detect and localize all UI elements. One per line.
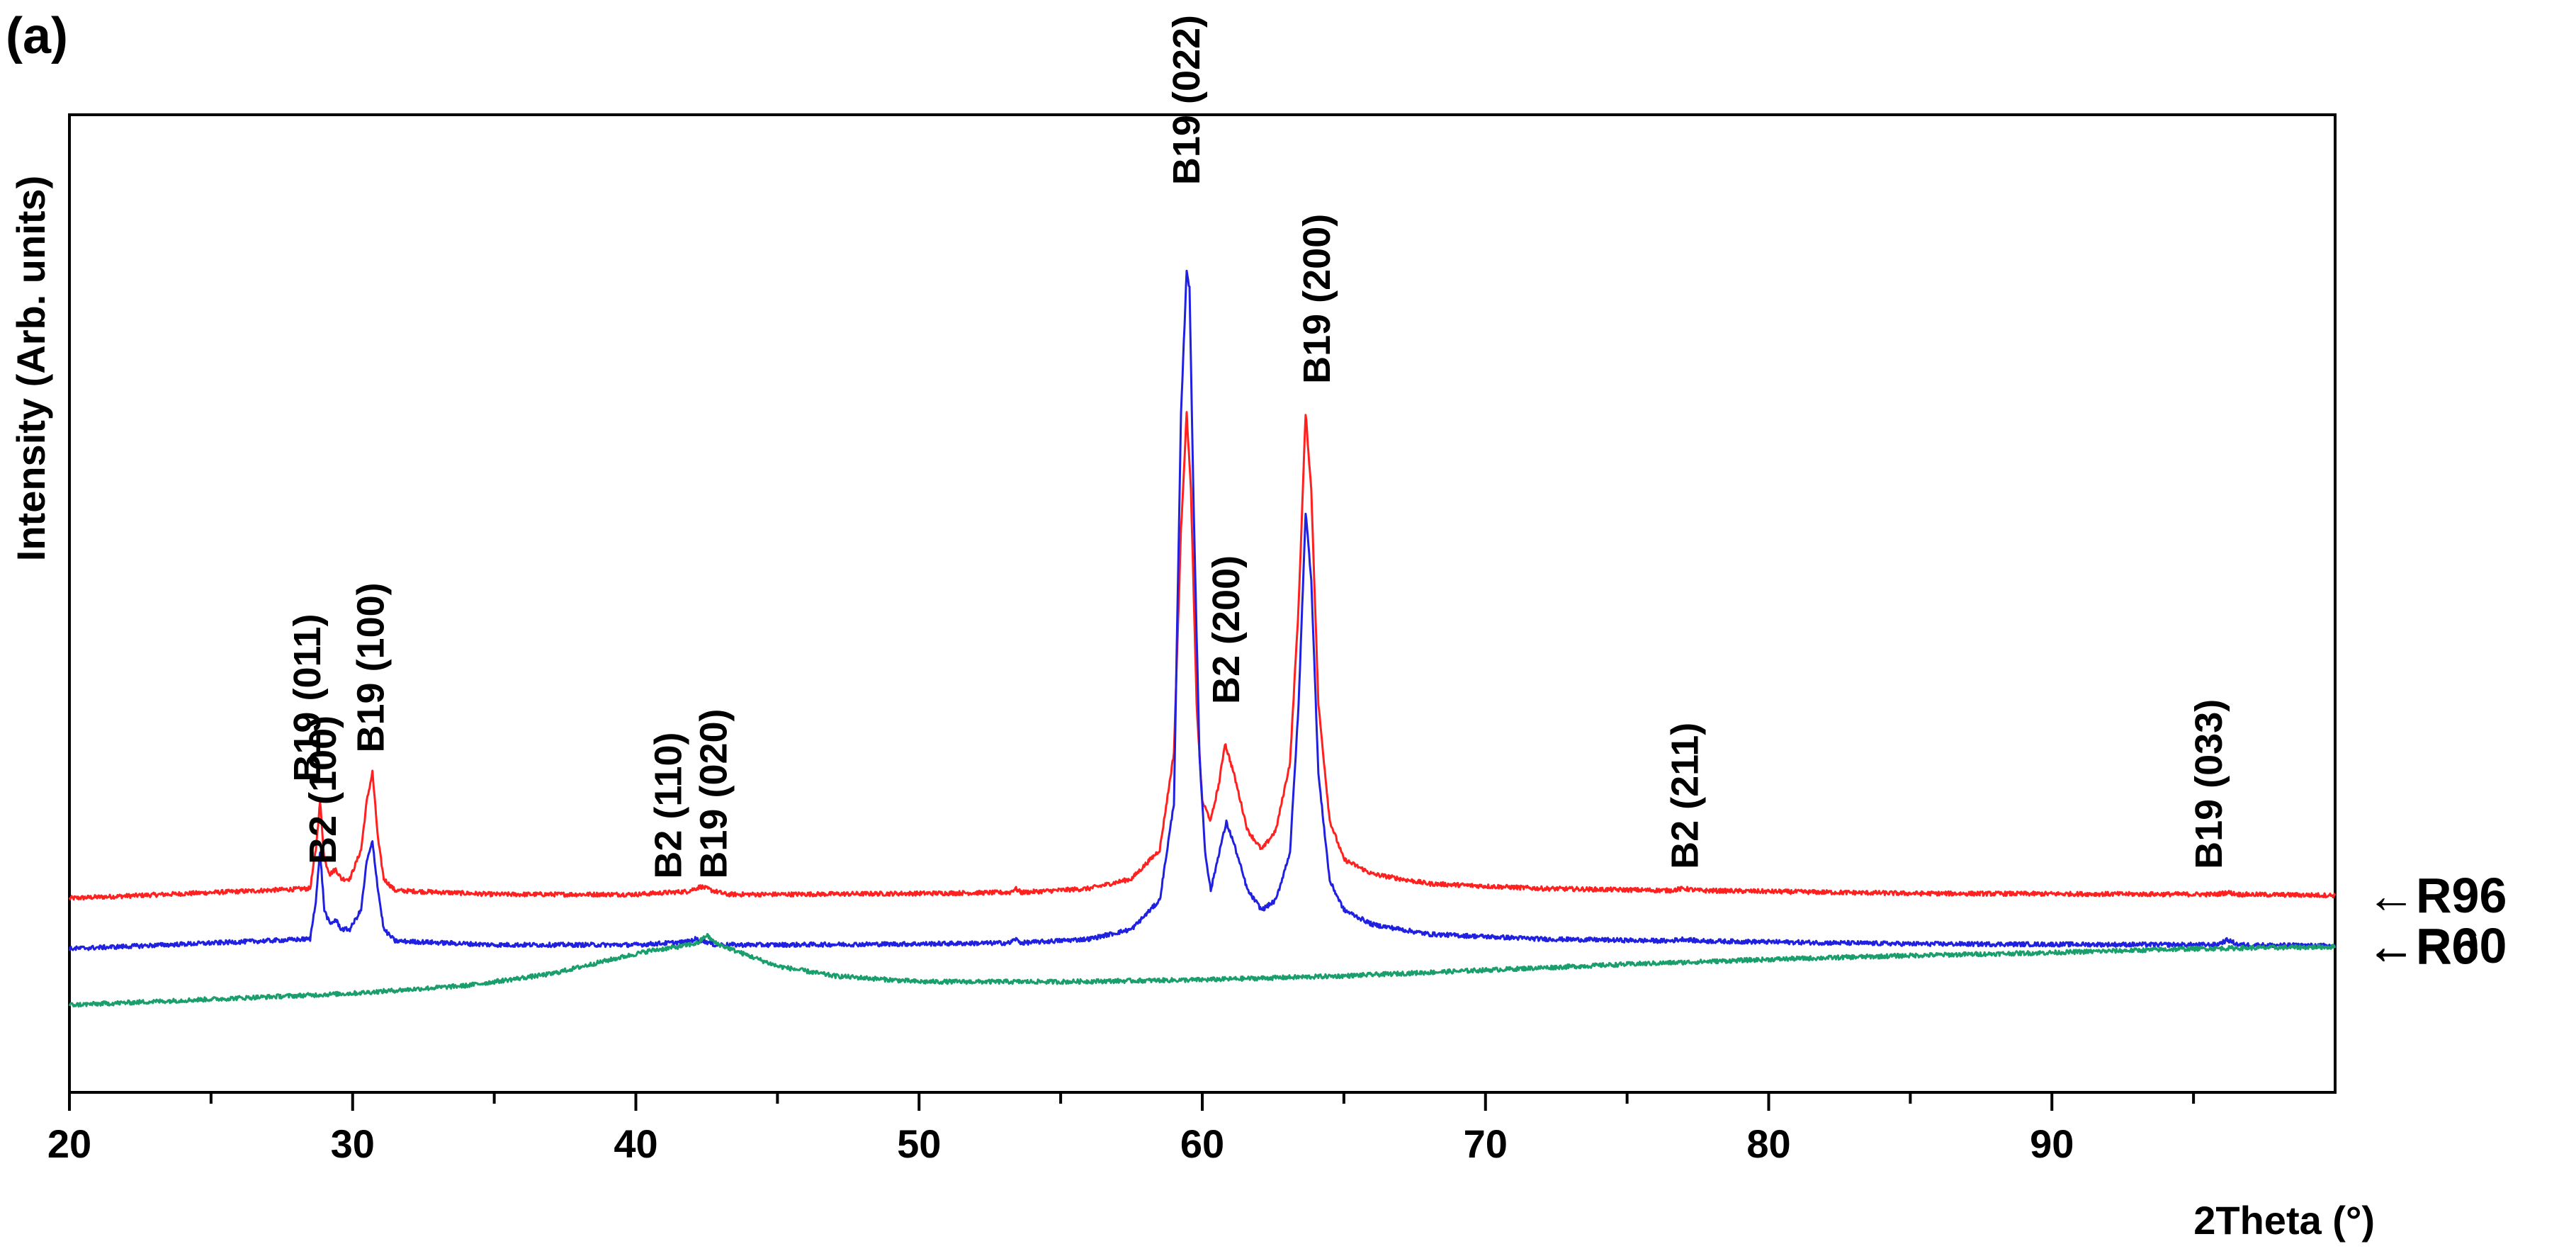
series-group	[68, 269, 2337, 1008]
series-line-R0	[68, 933, 2337, 1008]
peak-annotations: B19 (011)B2 (100)B19 (100)B2 (110) B19 (0…	[286, 15, 2230, 879]
series-line-R60	[68, 269, 2337, 951]
peak-annotation: B19 (020)	[692, 708, 735, 878]
peak-annotation: B19 (200)	[1296, 214, 1338, 384]
x-axis-label: 2Theta (°)	[2193, 1198, 2375, 1243]
peak-annotation: B2 (100)	[302, 715, 344, 864]
x-tick-label: 30	[331, 1121, 375, 1166]
peak-annotation: B19 (033)	[2188, 699, 2230, 869]
y-axis-label: Intensity (Arb. units)	[9, 176, 53, 561]
peak-annotation: B2 (200)	[1205, 555, 1248, 704]
x-tick-label: 70	[1464, 1121, 1508, 1166]
x-tick-label: 50	[897, 1121, 941, 1166]
peak-annotation: B19 (022)	[1165, 15, 1208, 185]
series-line-R96	[68, 411, 2337, 901]
x-tick-label: 40	[614, 1121, 657, 1166]
sample-labels: ←R96←R60←R0	[2366, 868, 2507, 975]
x-axis-ticks: 20 30 40 50 60 70 80 90	[47, 1092, 2196, 1166]
x-tick-label: 20	[47, 1121, 91, 1166]
peak-annotation: B2 (110)	[648, 732, 690, 878]
sample-label-R0: ←R0	[2366, 920, 2479, 975]
peak-annotation: B19 (011)	[286, 613, 329, 781]
panel-label: (a)	[6, 8, 68, 64]
x-tick-label: 90	[2030, 1121, 2074, 1166]
sample-label-R60: ←R60	[2366, 918, 2507, 973]
peak-annotation: B19 (100)	[350, 582, 392, 752]
peak-annotation: B2 (211)	[1664, 723, 1707, 869]
sample-label-R96: ←R96	[2366, 868, 2507, 923]
x-tick-label: 80	[1746, 1121, 1790, 1166]
x-tick-label: 60	[1180, 1121, 1224, 1166]
